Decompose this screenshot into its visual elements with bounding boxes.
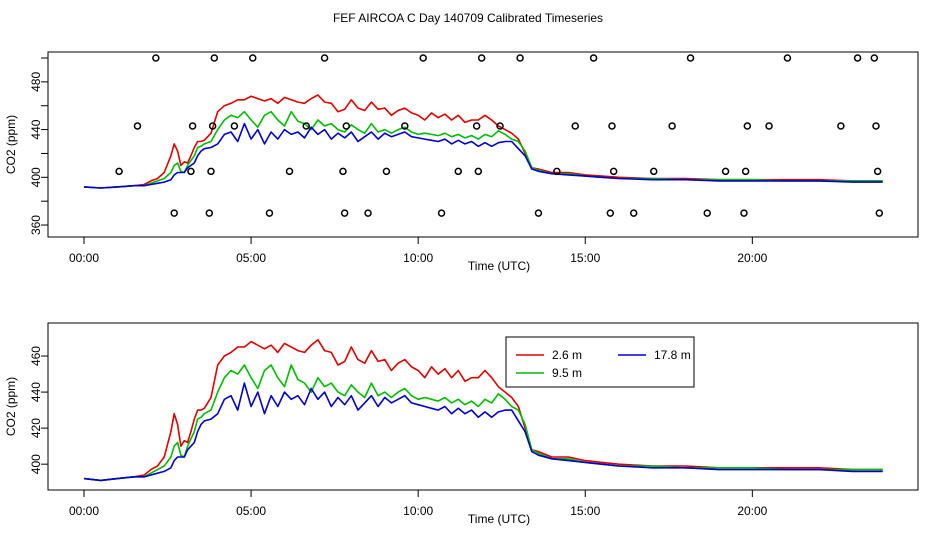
flag-marker — [873, 167, 882, 176]
flag-marker — [589, 54, 598, 62]
x-tick-label: 00:00 — [69, 504, 99, 518]
series-line-17-8-m — [83, 382, 883, 482]
flag-marker — [609, 167, 618, 176]
flag-marker — [686, 54, 695, 62]
x-tick-label: 05:00 — [236, 504, 266, 518]
x-tick-label: 00:00 — [69, 251, 99, 265]
legend-label: 2.6 m — [552, 348, 582, 362]
flag-marker — [340, 209, 349, 217]
flag-marker — [553, 167, 561, 176]
series-line-9-5-m — [83, 110, 883, 189]
flag-marker — [571, 122, 579, 130]
flag-marker — [364, 209, 372, 217]
flag-marker — [188, 122, 197, 130]
top-panel: 00:00 05:00 10:00 15:00 20:00 360 400 440 480 Tim… — [4, 51, 919, 273]
flag-marker — [320, 54, 329, 62]
flag-marker — [285, 167, 294, 176]
x-tick-label: 05:00 — [236, 251, 266, 265]
x-tick-label: 15:00 — [570, 251, 600, 265]
flag-marker — [741, 167, 750, 176]
flag-marker — [230, 122, 239, 130]
flag-marker — [437, 209, 446, 217]
series-line-2-6-m — [83, 338, 883, 482]
legend: 2.6 m 9.5 m 17.8 m — [505, 336, 695, 388]
flag-marker — [534, 209, 543, 217]
x-tick-label: 20:00 — [737, 251, 767, 265]
flag-marker — [872, 122, 880, 130]
flag-marker — [870, 54, 879, 62]
flag-marker — [187, 167, 195, 176]
flag-marker — [477, 54, 486, 62]
flag-marker — [668, 122, 676, 130]
flag-marker — [342, 122, 351, 130]
y-tick-label: 440 — [29, 119, 43, 139]
bottom-plot-frame — [47, 322, 919, 491]
series-line-9-5-m — [83, 364, 883, 482]
x-tick-label: 10:00 — [403, 251, 433, 265]
flag-marker — [133, 122, 142, 130]
series-line-2-6-m — [83, 94, 883, 189]
flag-marker — [875, 209, 884, 217]
series-line-17-8-m — [83, 122, 883, 189]
legend-label: 9.5 m — [552, 366, 582, 380]
flag-marker — [472, 122, 481, 130]
flag-marker — [721, 167, 730, 176]
flag-marker — [606, 209, 615, 217]
flag-marker — [382, 167, 391, 176]
top-plot-frame — [47, 51, 919, 238]
flag-marker — [454, 167, 463, 176]
x-axis-label: Time (UTC) — [468, 512, 530, 526]
flag-marker — [516, 54, 524, 62]
flag-marker — [608, 122, 616, 130]
flag-marker — [170, 209, 178, 217]
bottom-panel: 00:00 05:00 10:00 15:00 20:00 400 420 440 460 Tim… — [4, 322, 919, 526]
flag-marker — [650, 167, 658, 176]
x-axis-label: Time (UTC) — [468, 259, 530, 273]
flag-marker — [765, 122, 773, 130]
y-tick-label: 460 — [29, 346, 43, 366]
flag-marker — [853, 54, 862, 62]
y-tick-label: 360 — [29, 215, 43, 235]
flag-marker — [419, 54, 427, 62]
flag-marker — [208, 122, 217, 130]
legend-box — [505, 336, 695, 388]
flag-marker — [152, 54, 160, 62]
y-tick-label: 400 — [29, 454, 43, 474]
flag-marker — [207, 167, 215, 176]
y-axis-label: CO2 (ppm) — [4, 115, 18, 174]
flag-marker — [474, 167, 483, 176]
y-tick-label: 440 — [29, 382, 43, 402]
x-tick-label: 15:00 — [570, 504, 600, 518]
flag-marker — [703, 209, 711, 217]
y-tick-label: 400 — [29, 167, 43, 187]
flag-marker — [210, 54, 219, 62]
flag-marker — [249, 54, 257, 62]
y-tick-label: 420 — [29, 418, 43, 438]
x-tick-label: 10:00 — [403, 504, 433, 518]
flag-marker — [401, 122, 409, 130]
flag-marker — [837, 122, 845, 130]
flag-marker — [740, 209, 748, 217]
flag-marker — [743, 122, 752, 130]
flag-marker — [496, 122, 504, 130]
flag-marker — [265, 209, 274, 217]
flag-marker — [339, 167, 347, 176]
legend-label: 17.8 m — [654, 348, 691, 362]
y-axis-label: CO2 (ppm) — [4, 377, 18, 436]
figure-title: FEF AIRCOA C Day 140709 Calibrated Times… — [333, 11, 603, 25]
flag-marker — [783, 54, 792, 62]
flag-marker — [629, 209, 638, 217]
flag-marker — [205, 209, 214, 217]
x-tick-label: 20:00 — [737, 504, 767, 518]
flag-marker — [302, 122, 310, 130]
y-tick-label: 480 — [29, 72, 43, 92]
flag-marker — [115, 167, 123, 176]
